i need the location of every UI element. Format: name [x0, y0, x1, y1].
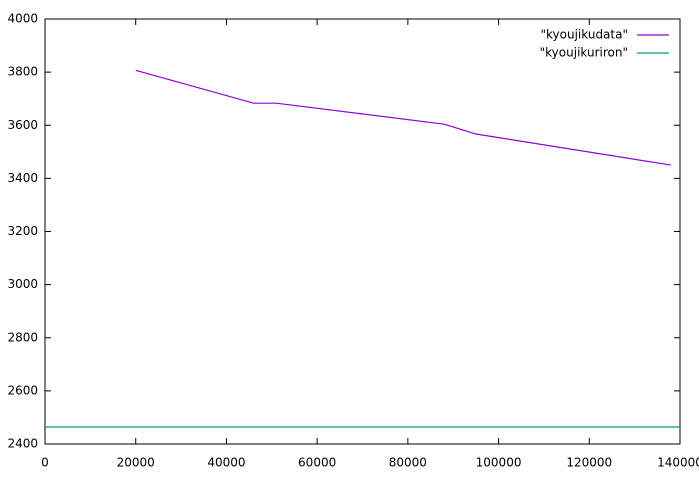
legend-label: "kyoujikuriron": [540, 46, 628, 60]
x-tick-label: 60000: [298, 456, 336, 470]
y-tick-label: 3000: [7, 277, 38, 291]
x-tick-label: 40000: [207, 456, 245, 470]
y-tick-label: 3800: [7, 65, 38, 79]
x-tick-label: 0: [41, 456, 49, 470]
y-tick-label: 2400: [7, 437, 38, 451]
y-tick-label: 2800: [7, 330, 38, 344]
y-tick-label: 3400: [7, 171, 38, 185]
y-tick-label: 3600: [7, 118, 38, 132]
y-tick-label: 2600: [7, 383, 38, 397]
plot-border: [44, 18, 681, 445]
x-tick-label: 120000: [566, 456, 612, 470]
legend-label: "kyoujikudata": [541, 28, 629, 42]
x-tick-label: 80000: [389, 456, 427, 470]
y-tick-label: 3200: [7, 224, 38, 238]
x-tick-label: 20000: [117, 456, 155, 470]
x-tick-label: 100000: [476, 456, 522, 470]
x-tick-label: 140000: [657, 456, 699, 470]
y-tick-label: 4000: [7, 12, 38, 26]
series-line: [135, 69, 672, 166]
